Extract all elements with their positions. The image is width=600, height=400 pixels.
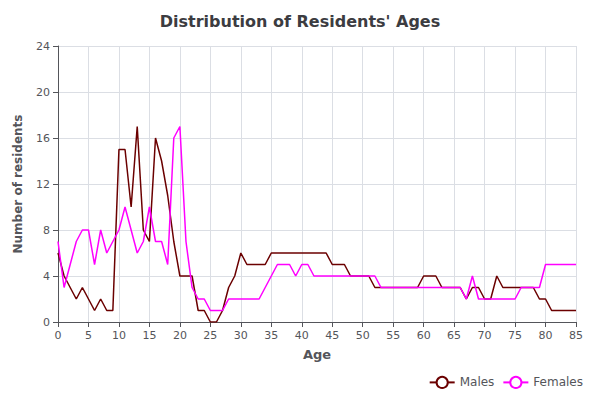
svg-text:25: 25 (203, 329, 217, 342)
svg-text:0: 0 (55, 329, 62, 342)
svg-text:30: 30 (234, 329, 248, 342)
svg-text:8: 8 (43, 224, 50, 237)
svg-text:15: 15 (142, 329, 156, 342)
svg-text:70: 70 (478, 329, 492, 342)
svg-text:55: 55 (386, 329, 400, 342)
svg-text:5: 5 (85, 329, 92, 342)
svg-text:65: 65 (447, 329, 461, 342)
svg-text:4: 4 (43, 270, 50, 283)
svg-text:45: 45 (325, 329, 339, 342)
svg-text:16: 16 (36, 132, 50, 145)
svg-text:Age: Age (303, 347, 331, 362)
svg-text:20: 20 (173, 329, 187, 342)
svg-text:Distribution of Residents' Age: Distribution of Residents' Ages (160, 12, 441, 31)
svg-text:12: 12 (36, 178, 50, 191)
svg-text:50: 50 (356, 329, 370, 342)
svg-text:85: 85 (569, 329, 583, 342)
svg-text:35: 35 (264, 329, 278, 342)
svg-text:60: 60 (417, 329, 431, 342)
svg-text:Females: Females (533, 375, 583, 389)
svg-text:Number of residents: Number of residents (11, 114, 25, 253)
svg-text:0: 0 (43, 316, 50, 329)
svg-text:24: 24 (36, 40, 50, 53)
svg-text:40: 40 (295, 329, 309, 342)
svg-text:80: 80 (539, 329, 553, 342)
svg-text:20: 20 (36, 86, 50, 99)
svg-text:10: 10 (112, 329, 126, 342)
svg-text:Males: Males (460, 375, 495, 389)
svg-text:75: 75 (508, 329, 522, 342)
